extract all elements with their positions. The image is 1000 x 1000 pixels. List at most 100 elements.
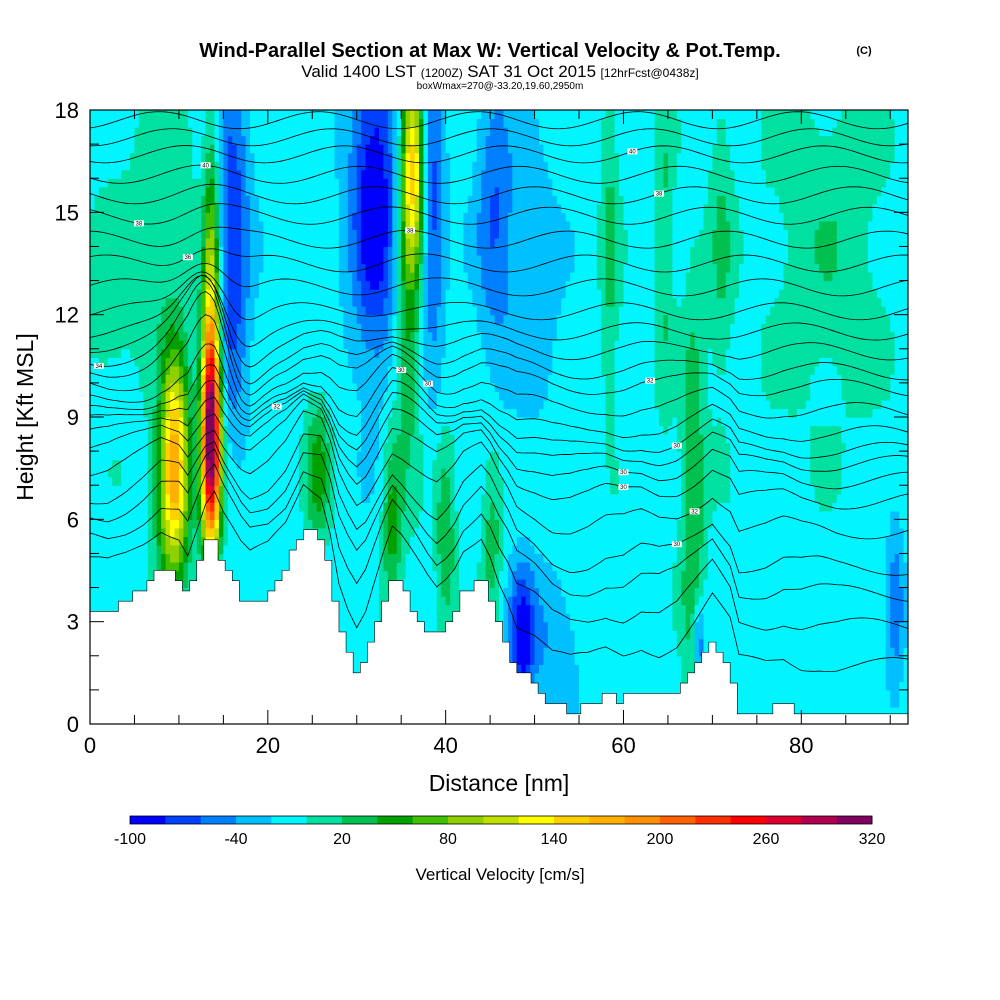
w-cell [285, 186, 291, 196]
w-cell [98, 306, 104, 316]
w-cell [121, 144, 127, 154]
w-cell [223, 391, 229, 401]
w-cell [383, 340, 389, 350]
w-cell [294, 391, 300, 401]
w-cell [192, 246, 198, 256]
w-cell [201, 374, 207, 384]
w-cell [165, 280, 171, 290]
w-cell [285, 135, 291, 145]
w-cell [276, 510, 282, 520]
w-cell [343, 178, 349, 188]
w-cell [347, 203, 353, 213]
w-cell [321, 289, 327, 299]
w-cell [94, 229, 100, 239]
w-cell [312, 203, 318, 213]
w-cell [90, 340, 96, 350]
w-cell [258, 544, 264, 555]
w-cell [250, 254, 256, 265]
w-cell [130, 263, 136, 273]
w-cell [387, 280, 393, 290]
w-cell [201, 502, 207, 512]
w-cell [334, 553, 340, 563]
w-cell [378, 536, 385, 546]
w-cell [196, 195, 202, 205]
w-cell [116, 587, 122, 597]
w-cell [121, 553, 127, 563]
w-cell [356, 468, 362, 478]
w-cell [174, 246, 180, 256]
w-cell [374, 254, 380, 265]
w-cell [370, 382, 376, 393]
w-cell [383, 246, 389, 256]
w-cell [187, 408, 193, 418]
w-cell [187, 220, 193, 230]
w-cell [356, 382, 362, 393]
w-cell [236, 561, 242, 572]
w-cell [316, 348, 322, 358]
w-cell [321, 451, 327, 461]
w-cell [98, 527, 104, 537]
w-cell [343, 493, 349, 503]
w-cell [170, 178, 176, 188]
w-cell [250, 178, 256, 188]
w-cell [121, 391, 127, 401]
w-cell [170, 144, 176, 154]
w-cell [138, 348, 144, 358]
w-cell [103, 152, 109, 162]
w-cell [281, 476, 287, 486]
w-cell [183, 451, 189, 461]
w-cell [276, 135, 282, 145]
w-cell [94, 186, 100, 196]
w-cell [210, 272, 216, 282]
w-cell [98, 604, 104, 614]
w-cell [232, 289, 238, 299]
w-cell [383, 237, 389, 248]
w-cell [254, 331, 260, 341]
w-cell [205, 323, 211, 333]
w-cell [98, 374, 104, 384]
w-cell [352, 254, 358, 265]
w-cell [165, 152, 171, 162]
w-cell [338, 493, 345, 503]
w-cell [156, 348, 162, 358]
w-cell [330, 493, 336, 503]
w-cell [356, 306, 362, 316]
w-cell [152, 263, 158, 273]
w-cell [365, 127, 371, 137]
w-cell [383, 553, 389, 563]
w-cell [170, 442, 176, 452]
w-cell [103, 502, 109, 512]
w-cell [378, 169, 385, 179]
w-cell [303, 417, 309, 427]
w-cell [236, 357, 242, 367]
w-cell [250, 297, 256, 307]
w-cell [263, 476, 269, 486]
w-cell [258, 485, 264, 495]
w-cell [183, 289, 189, 299]
w-cell [298, 280, 304, 290]
w-cell [94, 374, 100, 384]
w-cell [241, 220, 247, 230]
w-cell [356, 144, 362, 154]
w-cell [210, 178, 216, 188]
w-cell [170, 110, 176, 120]
w-cell [183, 272, 189, 282]
w-cell [374, 425, 380, 435]
w-cell [281, 348, 287, 358]
w-cell [103, 493, 109, 503]
w-cell [130, 348, 136, 358]
w-cell [370, 254, 376, 265]
w-cell [338, 272, 345, 282]
w-cell [161, 152, 167, 162]
w-cell [365, 630, 371, 640]
w-cell [174, 280, 180, 290]
w-cell [241, 587, 247, 597]
w-cell [107, 451, 113, 461]
w-cell [387, 314, 393, 324]
w-cell [94, 297, 100, 307]
w-cell [121, 178, 127, 188]
w-cell [196, 220, 202, 230]
w-cell [236, 297, 242, 307]
w-cell [174, 135, 180, 145]
w-cell [294, 459, 300, 469]
